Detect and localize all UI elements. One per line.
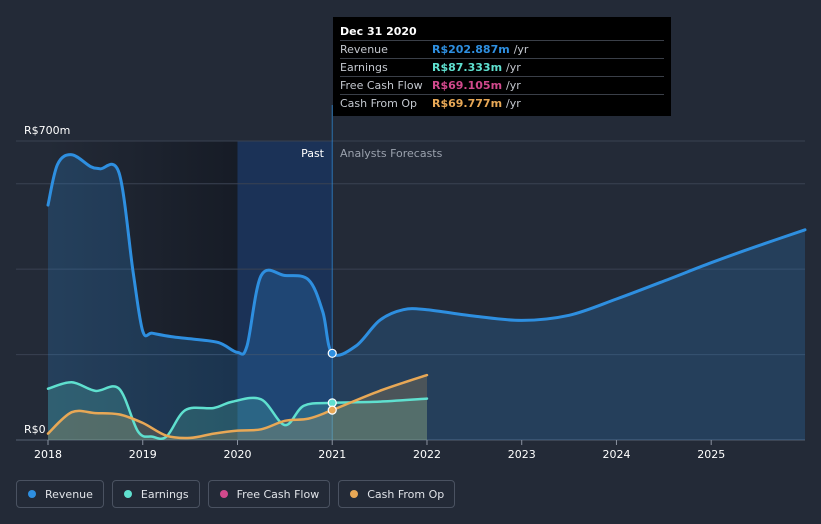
legend-label: Cash From Op bbox=[367, 487, 445, 501]
x-tick-label: 2019 bbox=[129, 448, 157, 461]
x-tick-label: 2020 bbox=[223, 448, 251, 461]
tooltip-unit: /yr bbox=[506, 97, 521, 110]
cash-from-op-point bbox=[327, 405, 337, 415]
tooltip-unit: /yr bbox=[513, 43, 529, 56]
tooltip-label: Free Cash Flow bbox=[340, 79, 423, 92]
legend-label: Free Cash Flow bbox=[236, 487, 320, 501]
tooltip-value: R$87.333m bbox=[432, 61, 503, 74]
tooltip-label: Earnings bbox=[340, 61, 388, 74]
cash-from-op-line bbox=[46, 373, 429, 440]
tooltip-row-revenue: Revenue R$202.887m /yr bbox=[340, 40, 664, 58]
tooltip-value: R$69.105m bbox=[432, 79, 503, 92]
revenue-line bbox=[46, 153, 807, 357]
tooltip-unit: /yr bbox=[506, 61, 521, 74]
tooltip-value: R$202.887m bbox=[432, 43, 510, 56]
legend-dot-icon bbox=[123, 490, 132, 498]
legend-item-revenue[interactable]: Revenue bbox=[16, 480, 104, 508]
legend-item-earnings[interactable]: Earnings bbox=[111, 480, 200, 508]
legend-dot-icon bbox=[219, 490, 228, 498]
chart-legend: Revenue Earnings Free Cash Flow Cash Fro… bbox=[16, 480, 463, 508]
y-axis-top-label: R$700m bbox=[24, 124, 70, 137]
data-tooltip: Dec 31 2020 Revenue R$202.887m /yr Earni… bbox=[333, 17, 671, 116]
y-axis-bottom-label: R$0 bbox=[24, 423, 46, 436]
tooltip-date: Dec 31 2020 bbox=[340, 25, 417, 38]
revenue-area bbox=[48, 154, 805, 440]
earnings-line bbox=[46, 381, 429, 440]
legend-label: Revenue bbox=[45, 487, 93, 501]
x-tick-label: 2023 bbox=[508, 448, 536, 461]
x-tick-label: 2022 bbox=[413, 448, 441, 461]
forecast-label: Analysts Forecasts bbox=[340, 147, 443, 160]
tooltip-row-cash-from-op: Cash From Op R$69.777m /yr bbox=[340, 94, 664, 112]
x-tick-label: 2021 bbox=[318, 448, 346, 461]
past-label: Past bbox=[301, 147, 325, 160]
earnings-area bbox=[48, 382, 427, 440]
tooltip-unit: /yr bbox=[506, 79, 521, 92]
tooltip-label: Revenue bbox=[340, 43, 388, 56]
legend-dot-icon bbox=[28, 490, 36, 498]
past-region-shade bbox=[48, 141, 238, 440]
tooltip-label: Cash From Op bbox=[340, 97, 418, 110]
legend-item-cash-from-op[interactable]: Cash From Op bbox=[338, 480, 456, 508]
tooltip-row-free-cash-flow: Free Cash Flow R$69.105m /yr bbox=[340, 76, 664, 94]
legend-label: Earnings bbox=[140, 487, 189, 501]
legend-item-free-cash-flow[interactable]: Free Cash Flow bbox=[207, 480, 331, 508]
x-tick-label: 2018 bbox=[34, 448, 62, 461]
legend-dot-icon bbox=[350, 490, 359, 498]
x-tick-label: 2025 bbox=[697, 448, 725, 461]
tooltip-row-earnings: Earnings R$87.333m /yr bbox=[340, 58, 664, 76]
revenue-point bbox=[327, 348, 337, 358]
x-tick-label: 2024 bbox=[602, 448, 630, 461]
tooltip-value: R$69.777m bbox=[432, 97, 503, 110]
